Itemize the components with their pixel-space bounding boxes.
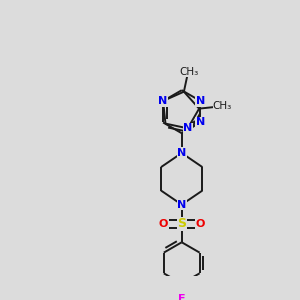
Text: N: N xyxy=(177,148,186,158)
Text: O: O xyxy=(195,219,205,229)
Text: CH₃: CH₃ xyxy=(213,101,232,112)
Text: N: N xyxy=(183,123,192,133)
Text: N: N xyxy=(177,200,186,210)
Text: CH₃: CH₃ xyxy=(179,67,198,77)
Text: O: O xyxy=(159,219,168,229)
Text: N: N xyxy=(196,118,205,128)
Text: N: N xyxy=(196,96,205,106)
Text: N: N xyxy=(158,96,168,106)
Text: F: F xyxy=(178,294,185,300)
Text: S: S xyxy=(177,218,186,230)
